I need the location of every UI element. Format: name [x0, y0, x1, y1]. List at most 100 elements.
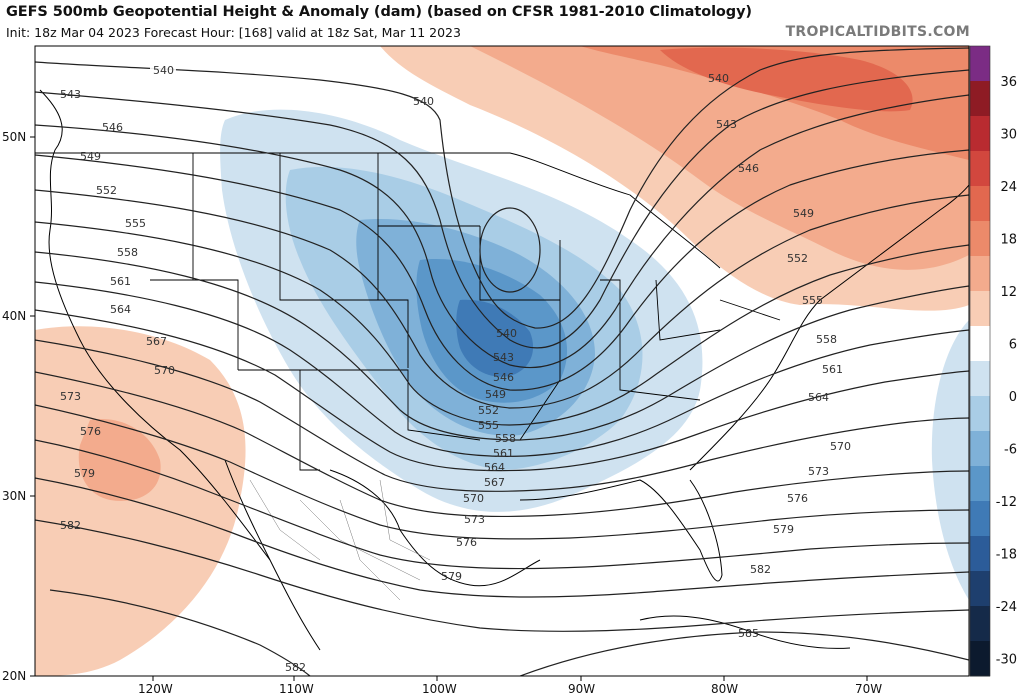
- colorbar-swatch: [970, 46, 990, 82]
- contour-label: 570: [830, 440, 851, 453]
- colorbar-swatch: [970, 116, 990, 152]
- contour-labels: 540 540 540 540 543 543 543 546 546 546 …: [60, 63, 851, 674]
- lon-label: 110W: [279, 682, 314, 696]
- colorbar-swatch: [970, 606, 990, 642]
- colorbar-swatch: [970, 186, 990, 222]
- colorbar-swatch: [970, 501, 990, 537]
- lon-label: 80W: [711, 682, 738, 696]
- colorbar-swatch: [970, 291, 990, 327]
- colorbar-tick-label: 18: [1000, 233, 1017, 248]
- contour-label: 567: [484, 476, 505, 489]
- contour-label: 552: [787, 252, 808, 265]
- colorbar-swatch: [970, 641, 990, 677]
- colorbar-tick-label: 0: [1009, 390, 1017, 405]
- contour-label: 546: [493, 371, 514, 384]
- map-border: [34, 45, 970, 677]
- contour-label: 576: [787, 492, 808, 505]
- lon-label: 100W: [422, 682, 457, 696]
- colorbar-tick-label: 24: [1000, 180, 1017, 195]
- colorbar-swatch: [970, 361, 990, 397]
- contour-label: 555: [478, 419, 499, 432]
- lon-label: 120W: [138, 682, 173, 696]
- coastlines: [39, 89, 969, 651]
- contour-label: 558: [816, 333, 837, 346]
- contour-label: 576: [80, 425, 101, 438]
- contour-label: 576: [456, 536, 477, 549]
- colorbar-swatch: [970, 81, 990, 117]
- contour-label: 567: [146, 335, 167, 348]
- lon-label: 70W: [855, 682, 882, 696]
- anomaly-colorbar: [969, 45, 991, 677]
- contour-label: 540: [708, 72, 729, 85]
- contour-label: 552: [478, 404, 499, 417]
- contour-label: 564: [808, 391, 829, 404]
- longitude-axis: 120W 110W 100W 90W 80W 70W: [138, 676, 882, 696]
- colorbar-swatch: [970, 536, 990, 572]
- colorbar-swatch: [970, 221, 990, 257]
- closed-low-contour: [479, 207, 541, 293]
- contour-label: 543: [716, 118, 737, 131]
- colorbar-tick-label: -6: [1004, 443, 1017, 458]
- contour-label: 579: [773, 523, 794, 536]
- contour-label: 579: [74, 467, 95, 480]
- contour-label: 543: [60, 88, 81, 101]
- colorbar-swatch: [970, 396, 990, 432]
- lat-label: 30N: [2, 489, 26, 503]
- colorbar-tick-label: 12: [1000, 285, 1017, 300]
- map-title: GEFS 500mb Geopotential Height & Anomaly…: [6, 4, 752, 20]
- lon-label: 90W: [568, 682, 595, 696]
- colorbar-tick-label: -30: [996, 653, 1017, 668]
- contour-label: 555: [802, 294, 823, 307]
- contour-label: 540: [413, 95, 434, 108]
- contour-label: 558: [495, 432, 516, 445]
- lat-label: 20N: [2, 669, 26, 683]
- contour-label: 549: [485, 388, 506, 401]
- colorbar-tick-label: 36: [1000, 75, 1017, 90]
- colorbar-swatch: [970, 431, 990, 467]
- contour-label: 561: [110, 275, 131, 288]
- lat-label: 40N: [2, 309, 26, 323]
- mexico-state-borders: [249, 479, 431, 601]
- contour-label: 558: [117, 246, 138, 259]
- lat-label: 50N: [2, 130, 26, 144]
- contour-label: 582: [750, 563, 771, 576]
- contour-label: 573: [808, 465, 829, 478]
- colorbar-tick-label: 30: [1000, 128, 1017, 143]
- contour-label: 573: [60, 390, 81, 403]
- contour-label: 570: [463, 492, 484, 505]
- contour-label: 555: [125, 217, 146, 230]
- height-contours: [35, 47, 969, 676]
- contour-label: 543: [493, 351, 514, 364]
- contour-label: 573: [464, 513, 485, 526]
- forecast-info: Init: 18z Mar 04 2023 Forecast Hour: [16…: [6, 25, 461, 40]
- colorbar-swatch: [970, 256, 990, 292]
- contour-label: 549: [793, 207, 814, 220]
- colorbar-swatch: [970, 571, 990, 607]
- contour-label: 561: [822, 363, 843, 376]
- colorbar-border: [969, 45, 991, 677]
- contour-label: 564: [110, 303, 131, 316]
- colorbar-tick-label: -24: [996, 600, 1017, 615]
- colorbar-tick-label: -12: [996, 495, 1017, 510]
- contour-label: 570: [154, 364, 175, 377]
- colorbar-swatch: [970, 326, 990, 362]
- contour-label: 546: [738, 162, 759, 175]
- contour-label: 561: [493, 447, 514, 460]
- colorbar-tick-label: 6: [1009, 338, 1017, 353]
- contour-label: 540: [496, 327, 517, 340]
- contour-label: 582: [60, 519, 81, 532]
- brand-watermark: TROPICALTIDBITS.COM: [785, 24, 970, 40]
- contour-label: 552: [96, 184, 117, 197]
- latitude-axis: 50N 40N 30N 20N: [2, 130, 35, 683]
- colorbar-tick-label: -18: [996, 548, 1017, 563]
- contour-label: 579: [441, 570, 462, 583]
- colorbar-swatch: [970, 151, 990, 187]
- contour-label: 549: [80, 150, 101, 163]
- contour-label: 585: [738, 627, 759, 640]
- contour-label: 546: [102, 121, 123, 134]
- contour-label: 564: [484, 461, 505, 474]
- colorbar-swatch: [970, 466, 990, 502]
- contour-label: 540: [153, 64, 174, 77]
